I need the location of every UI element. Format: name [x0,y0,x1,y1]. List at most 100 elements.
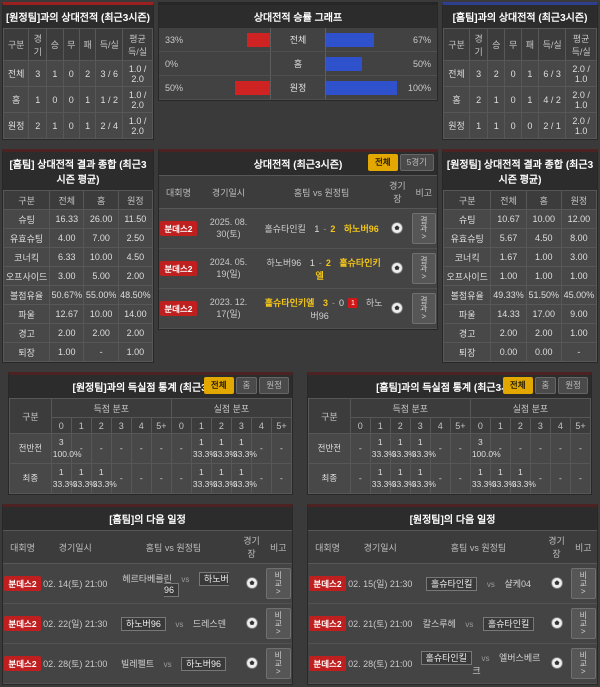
goal-stats-filter-tab[interactable]: 원정 [558,377,588,394]
record-cell: 3 [468,60,489,87]
stadium-ball-icon[interactable] [391,261,404,276]
summary-row: 경고 2.00 2.00 1.00 [442,323,598,343]
match-teams: 하노버96 vs 드레스덴 [108,603,239,644]
stadium-ball-icon[interactable] [391,301,404,316]
match-datetime: 02. 22(일) 21:30 [42,603,109,644]
bucket-header: 2 [210,417,232,434]
column-header: 비고 [264,530,292,564]
summary-cell: 0.00 [490,342,527,362]
summary-cell: 10.00 [83,304,119,324]
goal-stats-filter-tab[interactable]: 전체 [502,377,533,394]
away-winrate-bar [234,80,270,95]
summary-cell: 1.00 [560,323,598,343]
goal-stats-cell: - [349,463,371,494]
h2h-filter-tab[interactable]: 5경기 [399,154,434,171]
result-button[interactable]: 결과 > [411,213,436,244]
goal-stats-cell: - [270,433,293,464]
panel-header: 상대전적 (최근3시즌) 전체 5경기 [159,152,437,175]
away-team-name: 하노버96 [310,297,383,321]
column-header: 패 [78,28,97,61]
h2h-filter-tab[interactable]: 전체 [367,154,398,171]
summary-cell: 볼점유율 [2,285,51,305]
vs-label: vs [181,575,190,584]
home-team-name: 하노버96 [120,617,166,631]
goal-stats-filter-tab[interactable]: 전체 [203,377,234,394]
home-score: 1 [309,257,315,268]
result-button[interactable]: 결과 > [411,253,436,284]
match-teams: 홀슈타인키엘 3-0 1 하노버96 [259,288,385,329]
corner-header: 구분 [308,398,351,434]
away-summary-table: 구분 전체 홈 원정 슈팅 10.67 10.00 12.00 유효슈팅 5.67 4.50 8.0… [442,190,598,362]
goal-stats-home-table: 구분 득점 분포 실점 분포 0 1 2 3 4 5+ 0 1 2 3 4 5+ 전반전 -1 33.3… [308,398,592,494]
stadium-ball-icon[interactable] [245,616,258,631]
bucket-header: 3 [529,417,551,434]
goal-stats-cell: - [529,463,551,494]
panel-title: [원정팀]의 다음 일정 [308,507,597,530]
record-cell: 1 [468,112,489,139]
summary-row: 퇴장 1.00-1.00 [2,342,154,362]
summary-cell: 51.50% [525,285,562,305]
compare-button[interactable]: 비교 > [570,608,596,639]
away-bar-area [199,28,270,51]
column-header: 경기장 [384,175,411,209]
column-header-row: 구분 전체 홈 원정 [2,190,154,210]
summary-cell: 9.00 [560,304,598,324]
stadium-ball-icon[interactable] [245,576,258,591]
stadium-ball-icon[interactable] [550,576,563,591]
result-button[interactable]: 결과 > [411,293,436,324]
summary-row: 유효슈팅 4.00 7.00 2.50 [2,228,154,248]
stadium-ball-icon[interactable] [245,656,258,671]
goal-stats-cell: 1 33.3% [389,433,416,464]
column-header: 승 [487,28,506,61]
compare-button[interactable]: 비교 > [265,608,291,639]
home-team-name: 홀슈타인킬 [425,577,478,591]
column-header-row: 대회명 경기일시 홈팀 vs 원정팀 경기장 비고 [308,530,597,564]
match-score: 1-2 [308,258,333,268]
goal-stats-filter-tab[interactable]: 홈 [235,377,258,394]
away-schedule-table: 대회명 경기일시 홈팀 vs 원정팀 경기장 비고 분데스2 02. 15(일) 21:… [308,530,597,684]
record-cell: 2 [78,60,97,87]
compare-button[interactable]: 비교 > [570,648,596,679]
match-datetime: 02. 28(토) 21:00 [42,643,109,684]
conceded-group-header: 실점 분포 [170,398,293,418]
goal-stats-cell: - [429,433,451,464]
summary-cell: 10.00 [83,247,119,267]
home-bar-area [326,52,397,75]
column-header-row: 대회명 경기일시 홈팀 vs 원정팀 경기장 비고 [3,530,292,564]
record-row: 전체 3 2 0 1 6 / 3 2.0 / 1.0 [443,60,597,87]
record-row: 전체 3 1 0 2 3 / 6 1.0 / 2.0 [2,60,153,87]
goal-stats-filter-tab[interactable]: 홈 [534,377,557,394]
score-separator: - [331,297,335,308]
graph-row-label: 전체 [270,28,326,51]
record-cell: 전체 [443,60,470,87]
compare-button[interactable]: 비교 > [265,648,291,679]
summary-cell: 슈팅 [442,209,492,229]
home-winrate-bar [326,32,374,47]
column-header: 비고 [569,530,597,564]
summary-cell: 7.00 [83,228,119,248]
match-teams: 빌레펠트 vs 하노버96 [108,643,239,684]
compare-button[interactable]: 비교 > [265,568,291,599]
away-score: 0 [338,297,344,308]
panel-title: [원정팀]과의 득실점 통계 (최근3시즌) [72,383,229,394]
compare-button[interactable]: 비교 > [570,568,596,599]
match-date: 2025. 08. 30(토) [197,208,260,249]
summary-cell: 코너킥 [442,247,492,267]
summary-cell: 45.00% [560,285,598,305]
away-team-name: 드레스덴 [192,619,226,629]
stadium-ball-icon[interactable] [391,221,404,236]
stadium-ball-icon[interactable] [550,656,563,671]
record-cell: 2 [487,60,506,87]
summary-cell: 코너킥 [2,247,51,267]
match-teams: 하노버96 1-2 홀슈타인키엘 [259,248,385,289]
league-badge: 분데스2 [4,616,41,631]
league-badge: 분데스2 [160,261,197,276]
column-header: 홈팀 vs 원정팀 [413,530,544,564]
goal-stats-filter-tab[interactable]: 원정 [259,377,289,394]
summary-cell: 5.67 [490,228,527,248]
corner-header: 구분 [9,398,52,434]
away-team-name: 하노버96 [163,572,229,597]
stadium-ball-icon[interactable] [550,616,563,631]
goal-stats-cell: - [170,463,192,494]
